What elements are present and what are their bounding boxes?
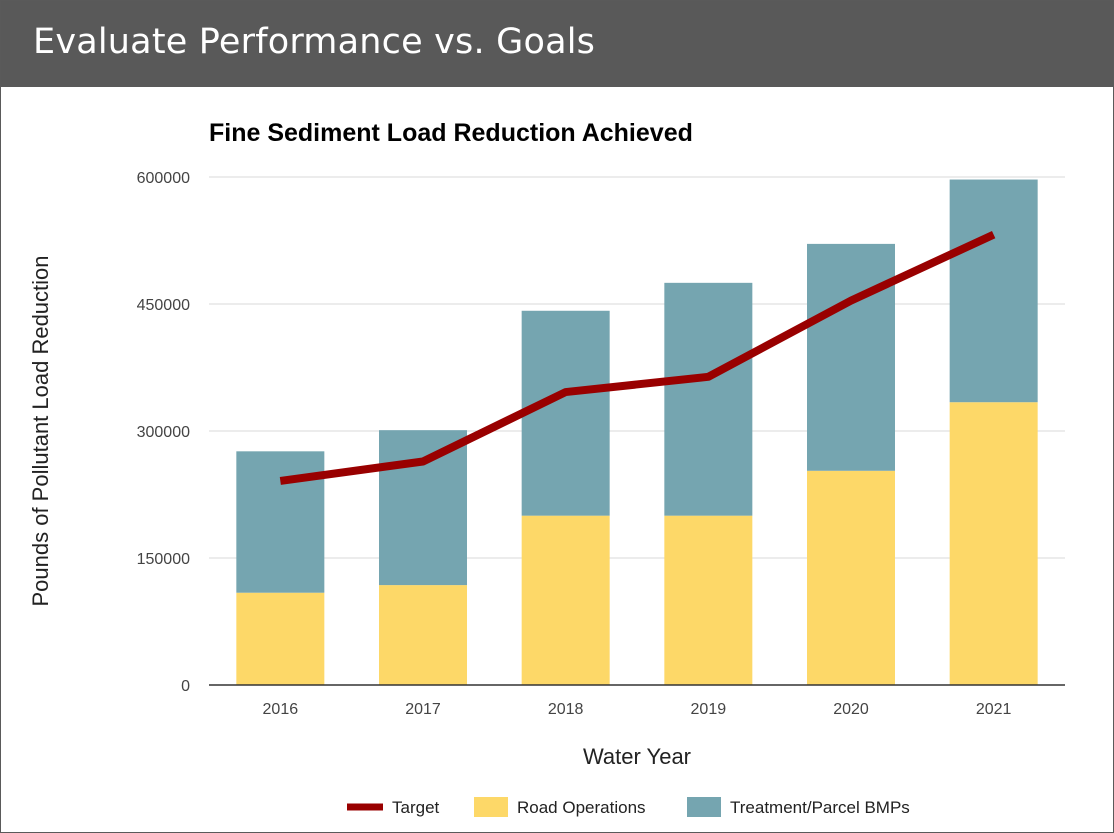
bar-road-operations: [664, 515, 753, 685]
bar-road-operations: [949, 402, 1038, 685]
chart-title: Fine Sediment Load Reduction Achieved: [209, 119, 693, 147]
y-tick-label: 450000: [137, 297, 190, 314]
legend-label: Treatment/Parcel BMPs: [730, 798, 910, 817]
y-axis-ticks: 0 150000 300000 450000 600000: [137, 170, 190, 695]
y-tick-label: 600000: [137, 170, 190, 187]
bar-treatment-parcel-bmps: [949, 179, 1038, 403]
y-axis-title: Pounds of Pollutant Load Reduction: [28, 255, 53, 606]
bars: [236, 179, 1038, 685]
y-tick-label: 0: [181, 678, 190, 695]
header-bar: Evaluate Performance vs. Goals: [1, 1, 1113, 87]
bar-treatment-parcel-bmps: [379, 430, 467, 586]
legend-label: Road Operations: [517, 798, 646, 817]
chart-legend: Target Road Operations Treatment/Parcel BM…: [347, 797, 910, 817]
target-line-group: [279, 230, 996, 485]
gridlines: [209, 176, 1065, 559]
stacked-bar-chart: Fine Sediment Load Reduction Achieved 0 1…: [28, 119, 1065, 817]
y-tick-label: 300000: [137, 424, 190, 441]
page-title: Evaluate Performance vs. Goals: [33, 22, 596, 62]
x-tick-label: 2016: [263, 701, 299, 718]
x-axis-title: Water Year: [583, 744, 691, 769]
bar-road-operations: [236, 592, 325, 685]
x-tick-label: 2021: [976, 701, 1012, 718]
bar-road-operations: [379, 585, 467, 685]
bar-road-operations: [807, 470, 895, 685]
bar-treatment-parcel-bmps: [664, 282, 753, 516]
bar-treatment-parcel-bmps: [236, 451, 325, 593]
bar-treatment-parcel-bmps: [807, 243, 895, 471]
legend-swatch-treatment-parcel-bmps: [687, 797, 721, 817]
x-tick-label: 2019: [691, 701, 727, 718]
legend-swatch-road-operations: [474, 797, 508, 817]
x-tick-label: 2018: [548, 701, 584, 718]
legend-label: Target: [392, 798, 440, 817]
bar-road-operations: [521, 515, 610, 685]
x-axis-ticks: 2016 2017 2018 2019 2020 2021: [263, 701, 1012, 718]
bar-treatment-parcel-bmps: [521, 310, 610, 516]
x-tick-label: 2020: [833, 701, 869, 718]
target-line: [279, 230, 996, 485]
x-tick-label: 2017: [405, 701, 441, 718]
y-tick-label: 150000: [137, 551, 190, 568]
